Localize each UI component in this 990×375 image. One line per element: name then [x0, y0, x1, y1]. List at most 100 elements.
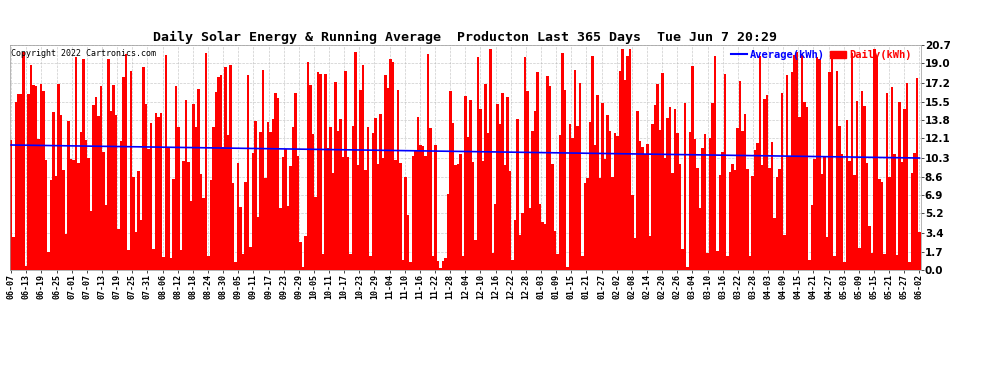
- Bar: [442, 261, 445, 270]
- Bar: [422, 146, 424, 270]
- Bar: [409, 262, 412, 270]
- Bar: [25, 266, 28, 270]
- Bar: [240, 207, 242, 270]
- Bar: [512, 260, 514, 270]
- Bar: [133, 177, 135, 270]
- Bar: [751, 176, 753, 270]
- Bar: [913, 153, 916, 270]
- Bar: [471, 162, 474, 270]
- Bar: [616, 136, 619, 270]
- Bar: [412, 156, 414, 270]
- Bar: [863, 106, 866, 270]
- Bar: [387, 88, 389, 270]
- Bar: [706, 253, 709, 270]
- Bar: [656, 84, 658, 270]
- Bar: [746, 169, 748, 270]
- Bar: [149, 123, 152, 270]
- Bar: [446, 194, 449, 270]
- Bar: [632, 195, 634, 270]
- Bar: [135, 232, 138, 270]
- Bar: [332, 173, 335, 270]
- Bar: [911, 173, 913, 270]
- Bar: [80, 132, 82, 270]
- Bar: [100, 86, 102, 270]
- Bar: [666, 117, 668, 270]
- Bar: [806, 107, 809, 270]
- Bar: [908, 262, 911, 270]
- Bar: [30, 64, 33, 270]
- Bar: [544, 224, 546, 270]
- Bar: [878, 179, 881, 270]
- Bar: [548, 86, 551, 270]
- Bar: [257, 217, 259, 270]
- Bar: [826, 237, 829, 270]
- Bar: [714, 56, 716, 270]
- Bar: [402, 260, 404, 270]
- Bar: [479, 109, 481, 270]
- Bar: [499, 124, 502, 270]
- Bar: [476, 57, 479, 270]
- Bar: [566, 267, 569, 270]
- Bar: [64, 234, 67, 270]
- Bar: [33, 85, 35, 270]
- Bar: [696, 168, 699, 270]
- Bar: [117, 229, 120, 270]
- Bar: [819, 59, 821, 270]
- Bar: [394, 160, 397, 270]
- Bar: [282, 157, 284, 270]
- Bar: [184, 100, 187, 270]
- Bar: [886, 93, 888, 270]
- Bar: [148, 149, 149, 270]
- Bar: [50, 180, 52, 270]
- Bar: [559, 135, 561, 270]
- Bar: [404, 177, 407, 270]
- Bar: [92, 105, 95, 270]
- Bar: [414, 150, 417, 270]
- Bar: [474, 240, 476, 270]
- Bar: [893, 154, 896, 270]
- Bar: [866, 162, 868, 270]
- Bar: [366, 127, 369, 270]
- Bar: [469, 100, 471, 270]
- Bar: [35, 86, 38, 270]
- Bar: [424, 156, 427, 270]
- Bar: [855, 101, 858, 270]
- Bar: [28, 94, 30, 270]
- Bar: [903, 109, 906, 270]
- Bar: [72, 160, 75, 270]
- Bar: [853, 175, 855, 270]
- Bar: [734, 170, 736, 270]
- Bar: [429, 128, 432, 270]
- Bar: [174, 86, 177, 270]
- Bar: [848, 160, 850, 270]
- Bar: [10, 140, 13, 270]
- Bar: [816, 57, 819, 270]
- Bar: [237, 163, 240, 270]
- Bar: [801, 55, 804, 270]
- Bar: [724, 74, 726, 270]
- Bar: [624, 80, 627, 270]
- Bar: [836, 71, 839, 270]
- Bar: [546, 76, 548, 270]
- Bar: [292, 127, 294, 270]
- Bar: [212, 127, 215, 270]
- Bar: [591, 56, 594, 270]
- Bar: [537, 72, 539, 270]
- Bar: [726, 255, 729, 270]
- Bar: [716, 251, 719, 270]
- Bar: [371, 133, 374, 270]
- Bar: [742, 132, 743, 270]
- Bar: [222, 147, 225, 270]
- Bar: [157, 117, 159, 270]
- Bar: [272, 119, 274, 270]
- Bar: [778, 169, 781, 270]
- Bar: [125, 54, 127, 270]
- Bar: [491, 253, 494, 270]
- Bar: [48, 252, 50, 270]
- Bar: [509, 171, 512, 270]
- Bar: [609, 131, 611, 270]
- Bar: [639, 141, 642, 270]
- Bar: [873, 49, 876, 270]
- Bar: [522, 213, 524, 270]
- Bar: [637, 111, 639, 270]
